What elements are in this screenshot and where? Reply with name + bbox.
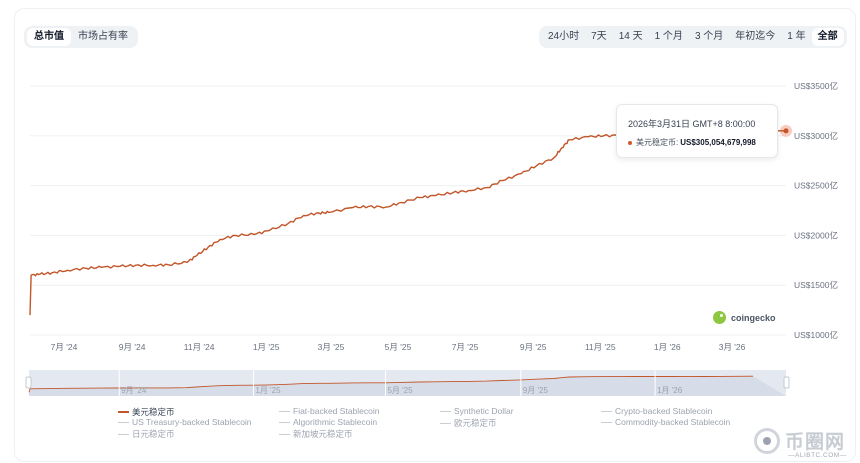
range-ytd[interactable]: 年初迄今 [735, 31, 776, 42]
watermark-text: coingecko [731, 312, 776, 323]
legend-item[interactable]: 新加坡元稳定币 [279, 428, 353, 440]
x-tick-label: 3月 '26 [719, 342, 746, 352]
legend-label: US Treasury-backed Stablecoin [132, 417, 252, 427]
x-tick-label: 9月 '25 [520, 342, 547, 352]
range-1y[interactable]: 1 年 [787, 31, 806, 42]
tab-market-share[interactable]: 市场占有率 [78, 31, 128, 42]
y-tick-label: US$3000亿 [794, 131, 838, 141]
legend-label: Fiat-backed Stablecoin [293, 406, 380, 416]
x-tick-label: 3月 '25 [318, 342, 345, 352]
navigator-label: 9月 '25 [523, 386, 549, 395]
range-all[interactable]: 全部 [811, 28, 844, 46]
navigator-area [29, 376, 786, 396]
brand-logo-icon [754, 428, 780, 454]
x-tick-label: 11月 '25 [585, 342, 616, 352]
legend-swatch [440, 422, 451, 424]
legend-swatch [279, 421, 290, 423]
series-dot-icon [628, 140, 632, 145]
grid-lines [30, 85, 786, 336]
y-tick-label: US$2000亿 [794, 230, 838, 240]
legend-item[interactable]: US Treasury-backed Stablecoin [118, 417, 252, 427]
chart-legend: 美元稳定币 Fiat-backed Stablecoin Synthetic Dol… [118, 406, 778, 446]
range-7d[interactable]: 7天 [591, 31, 607, 42]
range-1m[interactable]: 1 个月 [654, 31, 683, 42]
y-tick-label: US$2500亿 [794, 181, 838, 191]
tooltip-value: US$305,054,679,998 [680, 138, 756, 147]
navigator-label: 5月 '25 [387, 386, 413, 395]
coingecko-watermark: coingecko [713, 311, 776, 324]
legend-swatch [601, 410, 612, 412]
legend-swatch [601, 421, 612, 423]
tooltip-date: 2026年3月31日 GMT+8 8:00:00 [628, 119, 756, 129]
legend-label: 美元稳定币 [132, 407, 175, 417]
legend-label: 欧元稳定币 [454, 418, 497, 428]
y-axis: US$1000亿 US$1500亿 US$2000亿 US$2500亿 US$3000亿… [794, 81, 838, 340]
legend-item[interactable]: Commodity-backed Stablecoin [601, 417, 730, 427]
tab-market-cap[interactable]: 总市值 [27, 28, 71, 46]
legend-swatch [118, 421, 129, 423]
x-tick-label: 1月 '25 [253, 342, 280, 352]
legend-item[interactable]: Fiat-backed Stablecoin [279, 406, 379, 416]
metric-toggle: 总市值 市场占有率 [24, 26, 138, 48]
legend-label: Synthetic Dollar [454, 406, 514, 416]
site-brand-watermark: 币圈网 —ALIBTC.COM— [752, 427, 860, 463]
legend-swatch [279, 410, 290, 412]
legend-swatch [118, 433, 129, 435]
x-tick-label: 9月 '24 [119, 342, 146, 352]
x-tick-label: 11月 '24 [184, 342, 215, 352]
navigator-right-handle [783, 376, 790, 389]
legend-label: 新加坡元稳定币 [293, 429, 353, 439]
legend-swatch [440, 410, 451, 412]
legend-label: 日元稳定币 [132, 429, 175, 439]
brand-url: —ALIBTC.COM— [788, 452, 847, 459]
x-tick-label: 7月 '24 [51, 342, 78, 352]
range-3m[interactable]: 3 个月 [694, 31, 724, 42]
legend-item[interactable]: Algorithmic Stablecoin [279, 417, 377, 427]
legend-item[interactable]: 欧元稳定币 [440, 417, 497, 429]
legend-item[interactable]: Crypto-backed Stablecoin [601, 406, 712, 416]
navigator-label: 9月 '24 [121, 386, 147, 395]
y-tick-label: US$3500亿 [794, 81, 838, 91]
gecko-logo-icon [713, 311, 726, 324]
legend-item[interactable]: 日元稳定币 [118, 428, 175, 440]
navigator-label: 1月 '26 [657, 386, 683, 395]
legend-label: Commodity-backed Stablecoin [615, 417, 731, 427]
x-tick-label: 7月 '25 [452, 342, 479, 352]
legend-item[interactable]: 美元稳定币 [118, 406, 175, 418]
range-navigator[interactable]: 9月 '24 1月 '25 5月 '25 9月 '25 1月 '26 [25, 370, 790, 396]
range-14d[interactable]: 14 天 [618, 31, 643, 42]
y-tick-label: US$1000亿 [794, 330, 838, 340]
x-axis: 7月 '24 9月 '24 11月 '24 1月 '25 3月 '25 5月 '25 7月 … [51, 342, 746, 352]
legend-item[interactable]: Synthetic Dollar [440, 406, 514, 416]
navigator-left-handle [25, 376, 32, 389]
chart-tooltip: 2026年3月31日 GMT+8 8:00:00 美元稳定币: US$305,05… [616, 104, 778, 158]
tooltip-series-label: 美元稳定币: [636, 138, 679, 147]
navigator-line [28, 375, 754, 393]
x-tick-label: 1月 '26 [654, 342, 681, 352]
y-tick-label: US$1500亿 [794, 280, 838, 290]
x-tick-label: 5月 '25 [385, 342, 412, 352]
brand-name: 币圈网 [785, 432, 846, 453]
legend-swatch [118, 411, 129, 413]
legend-swatch [279, 433, 290, 435]
tooltip-row: 美元稳定币: US$305,054,679,998 [628, 137, 756, 148]
legend-label: Crypto-backed Stablecoin [615, 406, 713, 416]
range-selector: 24小时 7天 14 天 1 个月 3 个月 年初迄今 1 年 全部 [539, 26, 847, 48]
range-24h[interactable]: 24小时 [548, 31, 580, 42]
navigator-label: 1月 '25 [255, 386, 281, 395]
legend-label: Algorithmic Stablecoin [293, 417, 378, 427]
